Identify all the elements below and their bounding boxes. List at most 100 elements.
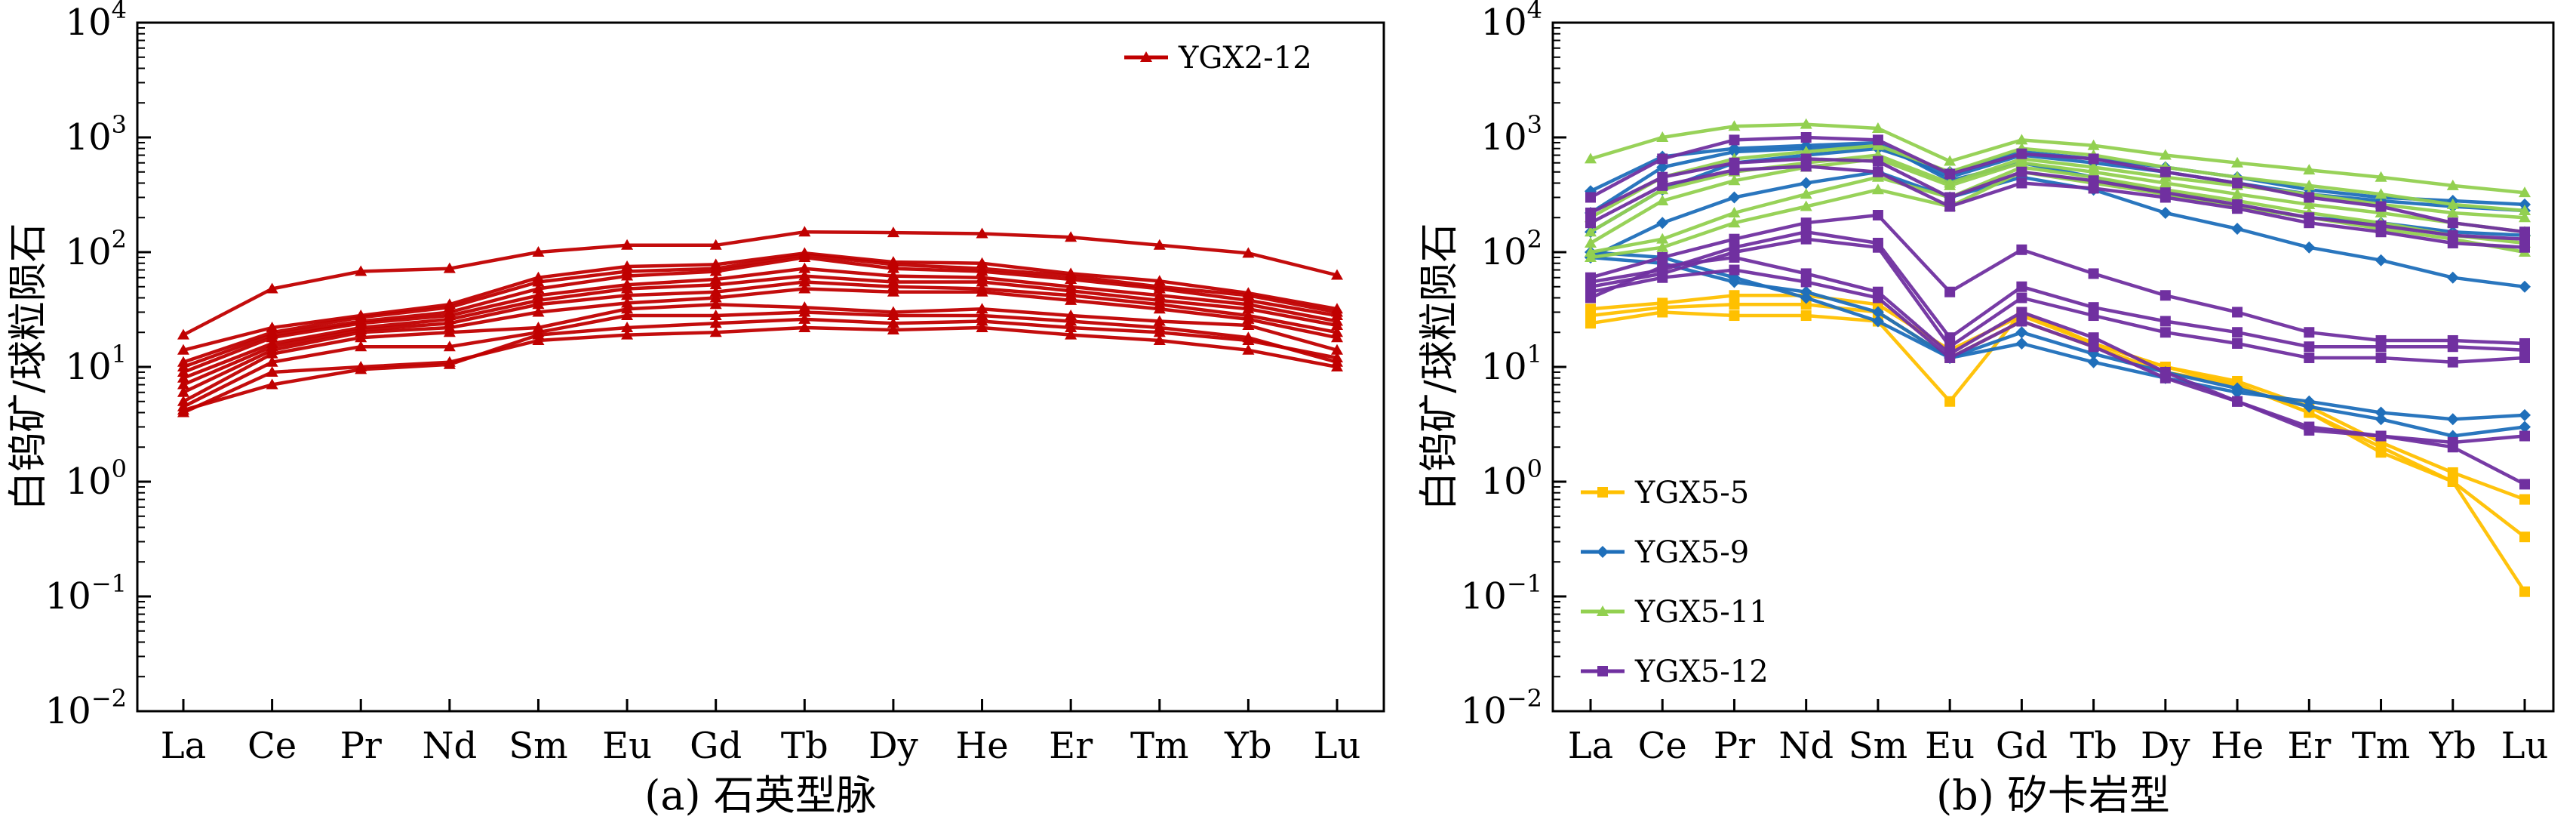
data-point: [2159, 149, 2172, 160]
data-point: [887, 226, 899, 238]
data-point: [1331, 310, 1343, 321]
data-point: [1729, 134, 1740, 146]
data-point: [709, 279, 722, 290]
data-point: [1800, 233, 1812, 245]
data-point: [1065, 315, 1077, 326]
data-point: [1242, 344, 1255, 355]
series-line: [183, 251, 1338, 352]
series-line: [1590, 170, 2525, 289]
series-line: [183, 280, 1338, 387]
data-point: [1242, 303, 1255, 314]
x-tick-label: Nd: [422, 725, 477, 767]
data-point: [2375, 341, 2387, 353]
data-point: [2159, 316, 2171, 327]
data-point: [1872, 242, 1883, 253]
data-point: [2016, 307, 2027, 318]
series-line: [1590, 268, 2526, 486]
data-point: [709, 285, 722, 297]
data-point: [2303, 400, 2316, 413]
data-point: [2088, 153, 2099, 165]
x-tick-label: Tb: [2070, 725, 2117, 767]
data-point: [1242, 319, 1255, 331]
data-point: [2088, 341, 2099, 353]
data-point: [2375, 352, 2387, 363]
data-point: [2375, 430, 2387, 442]
data-point: [532, 328, 545, 340]
series-line: [1590, 250, 2525, 421]
data-point: [1657, 180, 1668, 191]
data-point: [2447, 217, 2458, 229]
x-tick-label: He: [955, 725, 1008, 767]
data-point: [266, 356, 278, 367]
data-point: [2375, 406, 2387, 419]
data-point: [177, 328, 189, 340]
data-point: [709, 273, 722, 284]
data-point: [1585, 236, 1597, 248]
series-YGX5-12: [1585, 210, 2530, 349]
data-point: [2232, 375, 2243, 387]
data-point: [177, 344, 189, 355]
data-point: [709, 265, 722, 276]
data-point: [1729, 165, 1740, 176]
data-point: [1585, 207, 1596, 218]
data-point: [2447, 476, 2458, 487]
x-tick-label: He: [2211, 725, 2264, 767]
data-point: [2375, 254, 2387, 267]
data-point: [2519, 280, 2531, 293]
data-point: [1944, 168, 1956, 180]
data-point: [177, 365, 189, 377]
data-point: [1656, 161, 1669, 174]
data-point: [2015, 326, 2028, 339]
data-point: [798, 282, 811, 294]
data-point: [532, 306, 545, 317]
data-point: [2375, 171, 2387, 182]
data-point: [2375, 447, 2387, 458]
legend: YGX2-12: [1124, 41, 1312, 75]
data-point: [2446, 413, 2459, 426]
data-point: [1728, 217, 1741, 228]
y-tick-label: 103: [66, 110, 127, 159]
data-point: [266, 365, 278, 377]
y-tick-label: 10−2: [45, 684, 127, 732]
data-point: [2159, 166, 2171, 177]
data-point: [2447, 467, 2458, 478]
data-point: [1242, 313, 1255, 324]
data-point: [2159, 177, 2172, 188]
y-tick-label: 104: [1481, 0, 1542, 44]
x-tick-label: La: [161, 725, 207, 767]
data-point: [2519, 186, 2531, 198]
data-point: [1800, 132, 1812, 143]
series-line: [1590, 237, 2525, 364]
data-point: [1585, 153, 1597, 164]
data-point: [2446, 206, 2459, 217]
data-point: [2087, 356, 2100, 368]
data-point: [2446, 198, 2459, 209]
legend-marker: [1597, 605, 1609, 616]
data-point: [1657, 272, 1668, 283]
data-point: [2231, 222, 2244, 235]
data-point: [2519, 198, 2531, 211]
data-point: [1153, 275, 1166, 286]
data-point: [1800, 276, 1812, 288]
data-point: [887, 324, 899, 335]
y-tick-label: 104: [66, 0, 127, 44]
y-tick-label: 103: [1481, 110, 1542, 159]
data-point: [976, 265, 988, 276]
data-point: [887, 285, 899, 297]
data-point: [2015, 134, 2028, 145]
data-point: [1153, 326, 1166, 337]
legend-label: YGX5-12: [1634, 655, 1769, 689]
data-point: [1331, 331, 1343, 343]
series-line: [1589, 143, 2525, 220]
data-point: [1657, 251, 1668, 263]
data-point: [2231, 156, 2244, 168]
data-point: [2088, 268, 2099, 279]
legend-label: YGX5-11: [1634, 595, 1769, 630]
data-point: [355, 340, 367, 352]
data-point: [976, 303, 988, 314]
series-line: [1590, 255, 2525, 438]
legend-marker: [1597, 487, 1608, 498]
series-YGX5-11: [1585, 118, 2531, 198]
data-point: [621, 282, 634, 294]
